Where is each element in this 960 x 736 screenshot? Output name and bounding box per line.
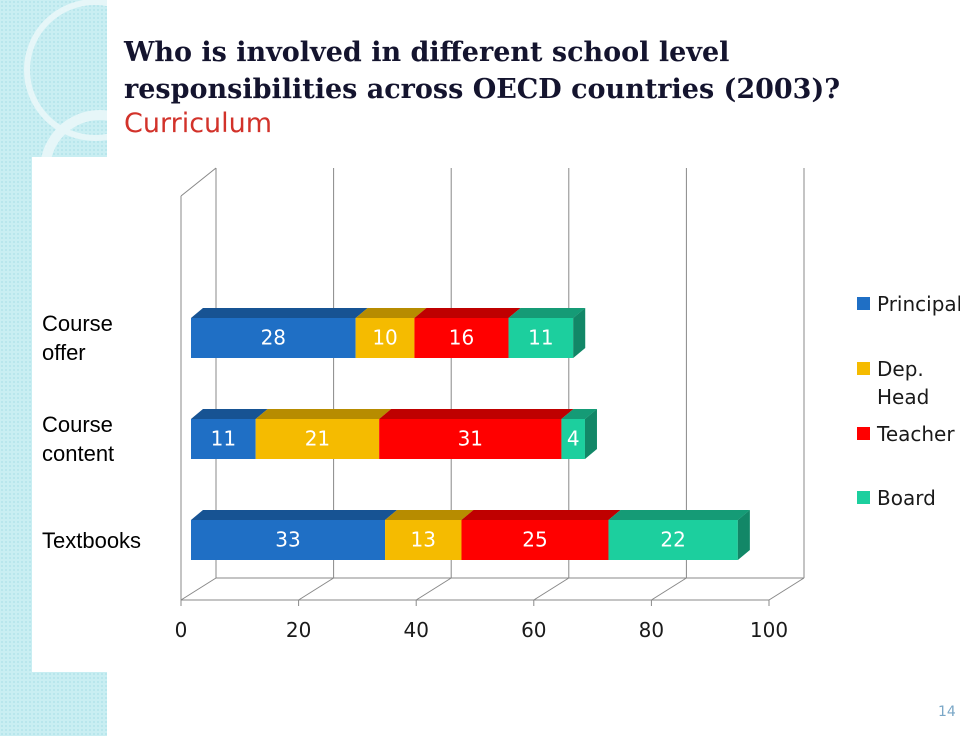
bar (508, 318, 574, 358)
y-tick-label: Course content (42, 412, 115, 466)
bar (191, 419, 256, 459)
bar-top-shade (608, 510, 750, 520)
bar-top-shade (385, 510, 474, 520)
bar-side-shade (584, 409, 597, 459)
bar (191, 520, 386, 560)
value-label: 31 (458, 427, 483, 451)
bar-top (191, 308, 368, 318)
bar-top (385, 510, 474, 520)
legend-label: Teacher (877, 422, 955, 446)
value-label: 11 (528, 326, 553, 350)
value-label: 25 (522, 528, 547, 552)
x-tick-label: 20 (286, 618, 311, 642)
x-tick-label: 60 (521, 618, 546, 642)
legend-swatch (857, 297, 870, 310)
bar-top (508, 308, 586, 318)
grid-floor-line (415, 577, 452, 601)
bar-top (379, 409, 574, 419)
wall-edge (180, 167, 217, 197)
legend-swatch (857, 362, 870, 375)
legend-label: Dep. Head (877, 357, 930, 409)
grid-floor-line (768, 577, 805, 601)
value-label: 33 (275, 528, 300, 552)
value-label: 28 (261, 326, 286, 350)
grid-floor-line (298, 577, 334, 601)
bar-top-shade (414, 308, 521, 318)
bar-top-shade (561, 409, 597, 419)
bar-top-shade (461, 510, 621, 520)
value-label: 13 (411, 528, 436, 552)
bar-top (191, 510, 398, 520)
bar-top (461, 510, 621, 520)
bar-top-shade (355, 308, 427, 318)
y-tick-label: Course offer (42, 311, 113, 365)
bar (385, 520, 462, 560)
x-tick-label: 40 (403, 618, 428, 642)
value-label: 21 (305, 427, 330, 451)
bar-side (584, 409, 597, 459)
value-label: 4 (567, 427, 580, 451)
bar (461, 520, 609, 560)
bar-top-shade (379, 409, 574, 419)
bar-side (573, 308, 586, 358)
bar-top (191, 409, 268, 419)
bar-side (737, 510, 750, 560)
value-label: 10 (372, 326, 397, 350)
value-label: 22 (660, 528, 685, 552)
bar-top (414, 308, 521, 318)
x-tick-label: 100 (750, 618, 788, 642)
legend-swatch (857, 491, 870, 504)
grid-floor-line (651, 577, 687, 601)
bar-top (608, 510, 750, 520)
bar-top-shade (191, 510, 398, 520)
bar-top-shade (191, 308, 368, 318)
bar-top (355, 308, 427, 318)
slide-title: Who is involved in different school leve… (124, 37, 841, 105)
bar (379, 419, 562, 459)
bar-top (561, 409, 597, 419)
bar-top (255, 409, 392, 419)
bar (414, 318, 509, 358)
legend-label: Board (877, 486, 936, 510)
bar-side-shade (573, 308, 586, 358)
grid-floor-line (180, 577, 217, 601)
bar (608, 520, 738, 560)
value-label: 11 (211, 427, 236, 451)
legend-label: Principal (877, 292, 960, 316)
bar (561, 419, 585, 459)
grid-floor-line (533, 577, 570, 601)
y-tick-label: Textbooks (42, 528, 142, 553)
x-tick-label: 0 (175, 618, 188, 642)
page-number: 14 (938, 704, 956, 720)
bar-top-shade (255, 409, 392, 419)
bar-top-shade (191, 409, 268, 419)
value-label: 16 (449, 326, 474, 350)
bar-top-shade (508, 308, 586, 318)
legend-swatch (857, 427, 870, 440)
x-tick-label: 80 (639, 618, 664, 642)
bar (191, 318, 356, 358)
bar (255, 419, 380, 459)
bar (355, 318, 415, 358)
slide-subtitle: Curriculum (124, 108, 273, 139)
bar-side-shade (737, 510, 750, 560)
